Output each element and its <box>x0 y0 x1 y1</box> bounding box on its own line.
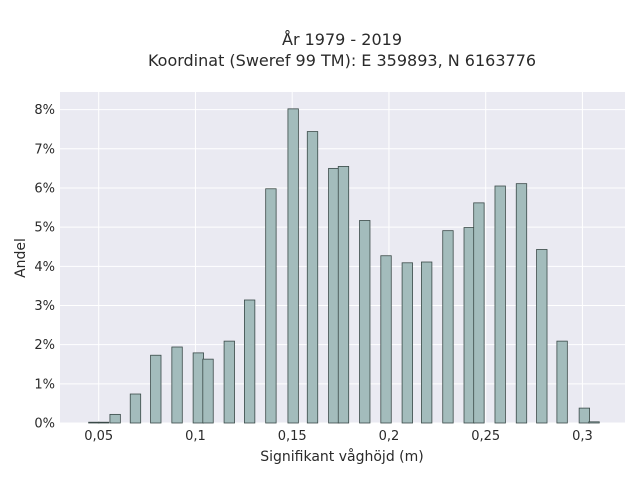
y-tick-label: 0% <box>34 417 55 432</box>
chart-title-line-1: År 1979 - 2019 <box>282 30 402 49</box>
y-tick-label: 1% <box>34 377 55 392</box>
histogram-bar <box>463 227 475 424</box>
histogram-bar <box>223 340 235 424</box>
histogram-bar <box>97 421 110 424</box>
x-tick-label: 0,3 <box>572 429 593 444</box>
y-tick-label: 8% <box>34 103 55 118</box>
histogram-bar <box>473 202 485 424</box>
histogram-bar <box>306 131 319 424</box>
histogram-bar <box>401 262 413 424</box>
histogram-bar <box>202 358 214 424</box>
histogram-bar <box>337 166 350 424</box>
histogram-bar <box>192 352 204 424</box>
histogram-bar <box>556 340 568 424</box>
histogram-bar <box>265 188 277 424</box>
histogram-bar <box>536 249 548 424</box>
x-tick-label: 0,25 <box>471 429 500 444</box>
x-axis-label: Signifikant våghöjd (m) <box>260 448 423 465</box>
y-tick-label: 2% <box>34 338 55 353</box>
x-tick-label: 0,2 <box>379 429 400 444</box>
y-tick-label: 4% <box>34 260 55 275</box>
histogram-bar <box>578 407 590 424</box>
histogram-bar <box>150 354 162 424</box>
tick-labels: 0% 1% 2% 3% 4% 5% 6% 7% 8% 0,05 0,1 0,15 0,2 0,25 0,3 <box>34 103 592 444</box>
histogram-bar <box>287 108 299 424</box>
x-tick-label: 0,05 <box>84 429 113 444</box>
histogram-bar <box>442 230 454 424</box>
x-tick-label: 0,1 <box>185 429 206 444</box>
histogram-bar <box>328 167 340 424</box>
histogram-bar <box>109 413 121 424</box>
histogram-bar <box>494 185 506 424</box>
histogram-bar <box>515 183 528 424</box>
histogram-bar <box>421 261 433 424</box>
histogram-bar <box>88 421 100 424</box>
x-tick-label: 0,15 <box>278 429 307 444</box>
chart-title-line-2: Koordinat (Sweref 99 TM): E 359893, N 61… <box>148 51 536 70</box>
y-axis-label: Andel <box>13 238 29 278</box>
y-tick-label: 5% <box>34 221 55 236</box>
histogram-bar <box>129 393 142 424</box>
y-tick-label: 3% <box>34 299 55 314</box>
histogram-bar <box>171 346 183 424</box>
histogram-bar <box>380 255 392 424</box>
y-tick-label: 7% <box>34 142 55 157</box>
histogram-bar <box>588 421 600 424</box>
bars <box>88 108 600 424</box>
y-tick-label: 6% <box>34 181 55 196</box>
histogram-bar <box>243 299 256 424</box>
histogram-bar <box>359 220 371 424</box>
